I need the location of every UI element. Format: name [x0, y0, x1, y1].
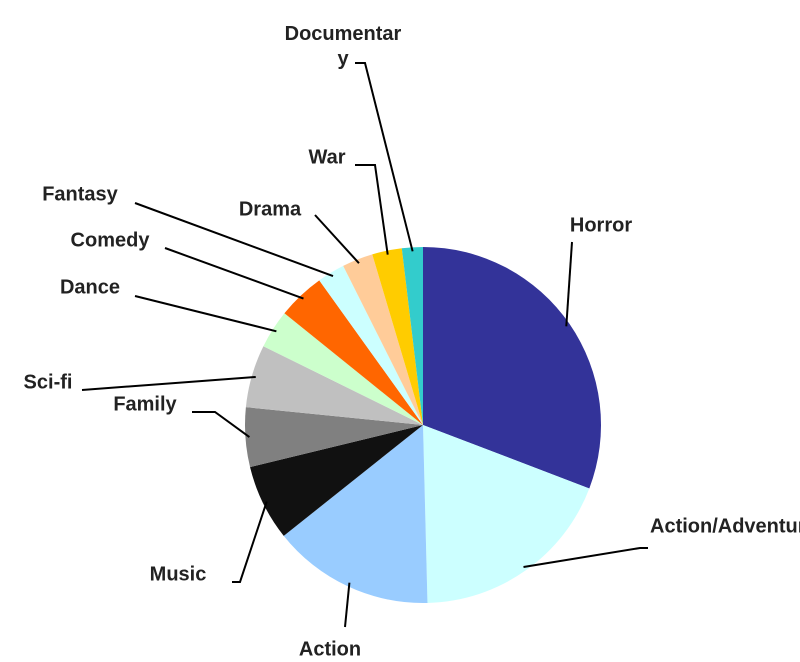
slice-label: Documentary [284, 23, 402, 70]
slice-label: War [308, 146, 346, 169]
leader-line [523, 547, 648, 569]
leader-line [314, 214, 360, 264]
slice-label: Family [113, 393, 177, 416]
slice-label: Fantasy [42, 183, 118, 206]
pie-slice [423, 247, 601, 489]
slice-label: Action/Adventure [650, 515, 800, 538]
slice-label: Drama [238, 198, 302, 221]
slice-label: Music [149, 563, 207, 586]
pie-slice [319, 265, 423, 425]
leader-line [134, 295, 277, 333]
pie-slice [401, 247, 423, 425]
slice-label: Horror [569, 214, 633, 237]
leader-line [134, 202, 334, 278]
pie-slice [283, 425, 428, 603]
slice-label: Action [298, 638, 362, 661]
pie-slice [343, 254, 423, 425]
pie-slice [263, 313, 423, 425]
leader-line [81, 375, 256, 391]
leader-line [355, 62, 414, 252]
pie-slice [284, 280, 423, 425]
slice-label: Dance [59, 276, 121, 299]
pie-slice [245, 407, 423, 468]
pie-slice [245, 346, 423, 425]
pie-slice [372, 248, 423, 425]
leader-line [232, 501, 268, 583]
leader-line [164, 247, 304, 300]
leader-line [344, 582, 351, 628]
leader-line [565, 241, 573, 327]
pie-slice [423, 425, 590, 603]
leader-line [355, 164, 389, 255]
pie-slice [250, 425, 423, 536]
slice-label: Comedy [70, 229, 150, 252]
leader-line [192, 411, 251, 438]
slice-label: Sci-fi [23, 371, 73, 394]
